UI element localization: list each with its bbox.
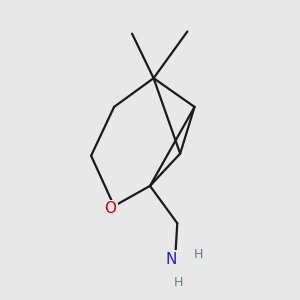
Text: H: H [194,248,203,261]
Text: H: H [174,276,183,289]
Text: O: O [104,201,116,216]
Text: N: N [166,252,177,267]
